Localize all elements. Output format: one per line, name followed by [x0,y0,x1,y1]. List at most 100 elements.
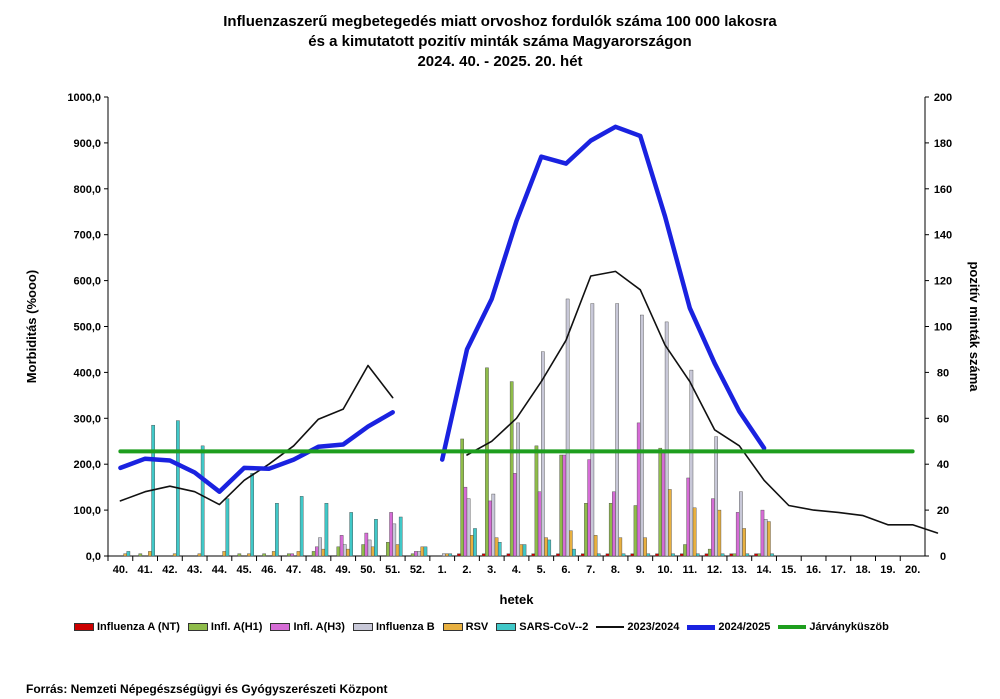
bar-infl-a-h3- [339,535,344,557]
bar-influenza-b [516,422,520,557]
bar-rsv [494,537,499,557]
bar-sars-cov-2 [720,553,725,557]
legend-swatch [687,624,716,630]
legend-item-influenza-b: Influenza B [352,621,435,633]
bar-infl-a-h1- [608,503,613,557]
source-note: Forrás: Nemzeti Népegészségügyi és Gyógy… [26,682,388,696]
bar-infl-a-h1- [534,445,539,557]
legend-item-sars-cov-2: SARS-CoV--2 [496,621,588,633]
bar-rsv [544,537,548,557]
bar-infl-a-h3- [562,454,567,557]
legend-label: Járványküszöb [809,621,889,633]
legend-swatch [778,625,807,629]
x-tick-label: 19. [880,564,895,576]
bar-infl-a-h3- [735,512,740,557]
bar-infl-a-h1- [658,447,663,557]
x-tick-label: 40. [113,564,128,576]
bar-sars-cov-2 [745,553,750,557]
bar-sars-cov-2 [275,503,279,557]
bar-infl-a-h1- [757,553,762,557]
bar-infl-a-h3- [315,546,319,557]
left-tick-label: 900,0 [73,138,101,150]
legend-item-jarvanykuszob: Járványküszöb [778,621,889,633]
bar-infl-a-h1- [386,542,390,557]
bar-influenza-a-nt- [630,553,635,557]
bar-infl-a-h3- [537,491,542,557]
bar-infl-a-h3- [364,532,369,557]
x-tick-label: 20. [905,564,920,576]
bar-rsv [247,553,251,557]
bar-infl-a-h3- [463,486,468,557]
bar-rsv [593,535,598,557]
bar-rsv [420,546,425,557]
right-tick-label: 120 [934,276,952,288]
bar-infl-a-h3- [661,450,666,557]
x-tick-label: 11. [682,564,697,576]
line-2024-2025 [118,124,767,494]
bar-infl-a-h3- [612,491,616,557]
right-tick-label: 0 [940,551,946,563]
x-tick-label: 10. [657,564,672,576]
legend-label: RSV [465,621,489,633]
bar-influenza-b [392,523,397,557]
bar-infl-a-h1- [509,381,514,557]
legend-item-2023-2024: 2023/2024 [596,621,679,633]
bar-infl-a-h1- [361,544,365,557]
x-tick-label: 8. [611,564,620,576]
bar-sars-cov-2 [522,544,527,557]
x-tick-label: 1. [438,564,447,576]
x-tick-label: 17. [831,564,846,576]
left-tick-label: 700,0 [73,230,101,242]
bar-influenza-b [541,351,545,557]
bar-rsv [692,507,697,557]
x-tick-label: 15. [781,564,796,576]
bar-rsv [197,553,202,557]
bar-rsv [123,553,127,557]
bar-influenza-b [739,491,743,557]
left-tick-label: 600,0 [73,276,101,288]
legend-item-rsv: RSV [442,621,489,633]
x-tick-label: 5. [537,564,546,576]
bar-infl-a-h3- [760,509,765,557]
legend-swatch [496,623,517,631]
bar-sars-cov-2 [448,553,453,557]
bar-sars-cov-2 [398,516,403,557]
x-tick-label: 7. [586,564,595,576]
x-tick-label: 43. [187,564,202,576]
bar-rsv [346,548,350,557]
bar-sars-cov-2 [646,553,651,557]
bar-influenza-a-nt- [531,553,536,557]
bar-influenza-a-nt- [754,553,758,557]
bar-influenza-b [689,369,694,557]
bar-sars-cov-2 [572,548,576,557]
bar-rsv [618,537,623,557]
bar-rsv [172,553,177,557]
bar-rsv [445,553,449,557]
x-tick-label: 47. [286,564,301,576]
bar-rsv [469,535,474,557]
legend-swatch [187,623,208,631]
left-tick-label: 100,0 [73,505,101,517]
legend-label: 2023/2024 [627,621,680,633]
bar-influenza-b [590,303,595,557]
legend-label: Infl. A(H3) [293,621,345,633]
bar-rsv [148,551,152,557]
bar-influenza-b [491,493,496,557]
chart-title-line-1: Influenzaszerű megbetegedés miatt orvosh… [223,13,777,30]
bar-sars-cov-2 [374,519,378,557]
bar-rsv [668,489,672,557]
left-tick-label: 400,0 [73,367,101,379]
x-axis-title: hetek [500,592,535,607]
bar-influenza-a-nt- [506,553,511,557]
bar-infl-a-h1- [237,553,242,557]
bar-sars-cov-2 [596,553,601,557]
bar-sars-cov-2 [497,542,502,557]
x-tick-label: 2. [462,564,471,576]
x-tick-label: 4. [512,564,521,576]
bar-influenza-b [763,519,768,557]
x-tick-label: 16. [806,564,821,576]
bar-influenza-a-nt- [680,553,684,557]
left-tick-label: 200,0 [73,459,101,471]
x-tick-label: 14. [756,564,771,576]
